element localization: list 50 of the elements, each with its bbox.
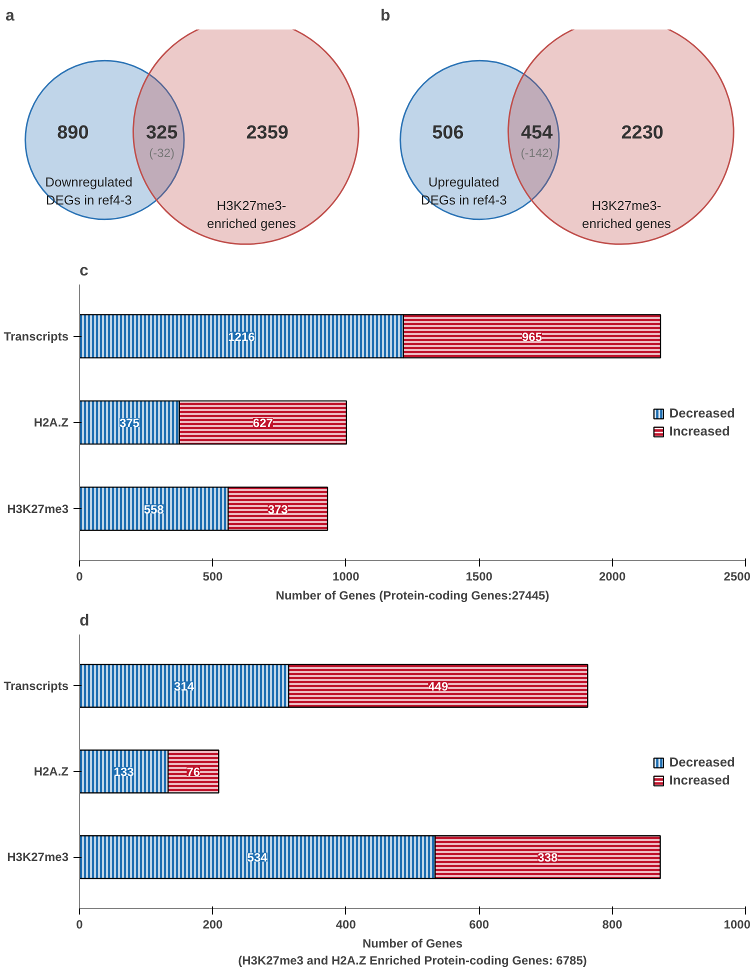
data-label: 338 [538, 850, 558, 865]
chart-title: d [80, 612, 90, 630]
x-tick-label: 800 [602, 918, 623, 932]
data-label: 1216 [228, 330, 256, 344]
text: a [6, 8, 14, 24]
x-tick-label: 1000 [332, 570, 360, 584]
category-label: H3K27me3-enriched genes [207, 198, 296, 231]
y-tick-label: H2A.Z [34, 764, 68, 778]
legend-label: Decreased [669, 754, 735, 770]
data-label: 534 [247, 850, 268, 865]
data-label: 76 [186, 765, 200, 779]
x-tick-label: 0 [76, 570, 84, 584]
y-tick-label: Transcripts [4, 329, 69, 344]
data-label: 558 [144, 502, 164, 516]
data-label: 449 [428, 679, 448, 694]
x-tick-label: 200 [202, 918, 224, 932]
x-tick-label: 1500 [466, 570, 493, 584]
data-label: 2359 [246, 122, 288, 144]
data-label: 454 [520, 122, 554, 144]
x-axis-title: Number of Genes (Protein-coding Genes:27445) [276, 588, 550, 602]
data-label: 965 [522, 330, 542, 344]
x-tick-label: 0 [76, 918, 84, 932]
data-label: 133 [114, 765, 134, 779]
data-label: 375 [119, 416, 140, 430]
y-tick-label: Transcripts [4, 678, 69, 693]
data-label: 506 [432, 122, 464, 144]
text: (-142) [520, 146, 553, 160]
x-tick-label: 2500 [724, 570, 750, 584]
x-tick-label: 1000 [724, 918, 750, 932]
y-tick-label: H2A.Z [34, 416, 68, 430]
legend-label: Decreased [669, 406, 735, 420]
text: b [380, 8, 390, 24]
data-label: 325 [146, 122, 178, 144]
data-label: 373 [268, 502, 288, 516]
data-label: 2230 [621, 122, 664, 144]
x-tick-label: 2000 [598, 570, 626, 584]
x-tick-label: 500 [202, 570, 224, 584]
legend-label: Increased [669, 424, 730, 438]
x-tick-label: 400 [336, 918, 356, 932]
x-tick-label: 600 [469, 918, 490, 932]
category-label: H3K27me3-enriched genes [582, 198, 672, 231]
data-label: 890 [57, 122, 89, 144]
chart-title: c [80, 262, 88, 280]
x-axis-title: Number of Genes (H3K27me3 and H2A.Z Enriched Protein-coding Genes: 6785) [238, 936, 587, 968]
y-tick-label: H3K27me3 [7, 502, 69, 516]
data-label: 627 [252, 416, 274, 430]
data-label: 314 [174, 679, 194, 694]
legend-label: Increased [669, 772, 730, 788]
y-tick-label: H3K27me3 [7, 850, 69, 864]
text: (-32) [149, 146, 174, 160]
